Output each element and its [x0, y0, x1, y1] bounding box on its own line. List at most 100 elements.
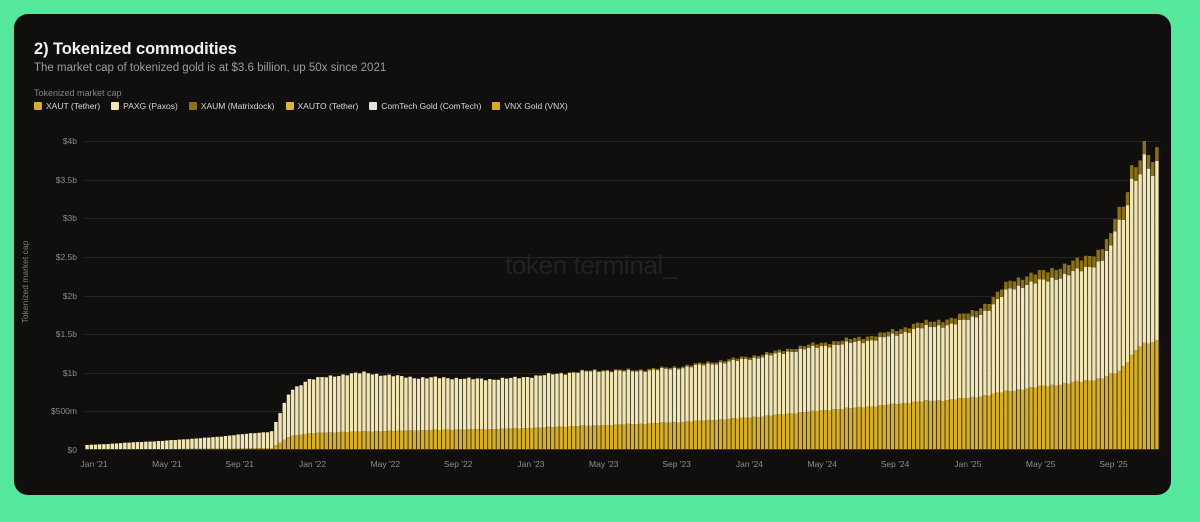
bar-segment[interactable]: [874, 336, 878, 341]
bar-segment[interactable]: [353, 372, 358, 432]
bar-segment[interactable]: [555, 373, 559, 427]
bar-segment[interactable]: [618, 370, 622, 425]
bar-segment[interactable]: [395, 430, 400, 450]
bar-segment[interactable]: [1096, 261, 1100, 379]
bar-segment[interactable]: [236, 434, 240, 449]
bar-segment[interactable]: [215, 436, 219, 449]
bar-segment[interactable]: [1121, 206, 1126, 220]
bar-segment[interactable]: [244, 433, 249, 449]
bar-segment[interactable]: [857, 340, 861, 407]
bar-segment[interactable]: [844, 337, 849, 342]
bar-segment[interactable]: [1088, 380, 1092, 450]
bar-segment[interactable]: [181, 439, 186, 449]
bar-segment[interactable]: [580, 425, 584, 450]
bar-segment[interactable]: [1104, 376, 1109, 450]
bar-segment[interactable]: [840, 408, 844, 450]
bar-segment[interactable]: [941, 322, 945, 328]
bar-segment[interactable]: [1125, 205, 1130, 363]
bar-segment[interactable]: [379, 375, 383, 432]
bar-segment[interactable]: [421, 430, 425, 450]
bar-segment[interactable]: [760, 357, 765, 417]
bar-segment[interactable]: [349, 431, 354, 450]
bar-segment[interactable]: [815, 347, 819, 412]
bar-segment[interactable]: [655, 423, 660, 450]
bar-segment[interactable]: [408, 430, 412, 450]
bar-segment[interactable]: [752, 416, 756, 450]
bar-segment[interactable]: [446, 378, 450, 430]
bar-segment[interactable]: [685, 421, 689, 450]
bar-segment[interactable]: [630, 370, 635, 372]
bar-segment[interactable]: [744, 356, 748, 360]
bar-segment[interactable]: [1130, 165, 1134, 179]
bar-segment[interactable]: [265, 432, 270, 449]
bar-segment[interactable]: [1130, 354, 1134, 450]
bar-segment[interactable]: [966, 398, 970, 450]
bar-segment[interactable]: [173, 439, 177, 449]
bar-segment[interactable]: [874, 340, 878, 407]
bar-segment[interactable]: [580, 370, 584, 426]
bar-segment[interactable]: [609, 372, 614, 426]
bar-segment[interactable]: [685, 364, 689, 367]
bar-segment[interactable]: [370, 431, 375, 450]
bar-segment[interactable]: [962, 313, 966, 320]
bar-segment[interactable]: [387, 430, 391, 450]
bar-segment[interactable]: [848, 339, 853, 343]
bar-segment[interactable]: [1037, 270, 1042, 280]
bar-segment[interactable]: [970, 316, 975, 397]
bar-segment[interactable]: [542, 427, 547, 450]
bar-segment[interactable]: [890, 333, 895, 404]
bar-segment[interactable]: [840, 344, 844, 409]
bar-segment[interactable]: [798, 412, 803, 450]
legend-item-5[interactable]: VNX Gold (VNX): [492, 101, 568, 111]
bar-segment[interactable]: [1083, 266, 1088, 381]
bar-segment[interactable]: [1016, 285, 1021, 390]
bar-segment[interactable]: [773, 350, 777, 354]
bar-segment[interactable]: [248, 433, 253, 449]
bar-segment[interactable]: [458, 379, 463, 430]
bar-segment[interactable]: [488, 379, 492, 430]
bar-segment[interactable]: [978, 314, 983, 397]
bar-segment[interactable]: [391, 376, 396, 431]
bar-segment[interactable]: [295, 386, 299, 435]
bar-segment[interactable]: [1012, 281, 1016, 290]
bar-segment[interactable]: [1138, 174, 1142, 347]
bar-segment[interactable]: [748, 360, 752, 418]
bar-segment[interactable]: [815, 344, 819, 348]
bar-segment[interactable]: [718, 360, 723, 363]
bar-segment[interactable]: [886, 336, 891, 405]
bar-segment[interactable]: [458, 429, 463, 450]
bar-segment[interactable]: [1109, 245, 1113, 374]
bar-segment[interactable]: [748, 357, 752, 361]
bar-segment[interactable]: [337, 376, 341, 433]
bar-segment[interactable]: [932, 400, 937, 450]
bar-segment[interactable]: [1130, 178, 1134, 355]
bar-segment[interactable]: [1121, 366, 1126, 450]
bar-segment[interactable]: [97, 444, 102, 450]
bar-segment[interactable]: [576, 372, 580, 427]
bar-segment[interactable]: [530, 377, 534, 429]
bar-segment[interactable]: [358, 373, 362, 432]
bar-segment[interactable]: [978, 396, 983, 450]
bar-segment[interactable]: [714, 364, 719, 421]
bar-segment[interactable]: [634, 371, 639, 425]
bar-segment[interactable]: [731, 357, 735, 360]
bar-segment[interactable]: [899, 329, 903, 334]
bar-segment[interactable]: [1083, 255, 1088, 267]
bar-segment[interactable]: [609, 425, 614, 450]
bar-segment[interactable]: [924, 324, 928, 401]
bar-segment[interactable]: [836, 344, 840, 410]
bar-segment[interactable]: [601, 370, 605, 372]
bar-segment[interactable]: [991, 304, 996, 394]
bar-segment[interactable]: [1155, 147, 1159, 161]
bar-segment[interactable]: [1029, 272, 1033, 282]
bar-segment[interactable]: [953, 318, 958, 325]
bar-segment[interactable]: [907, 328, 912, 334]
bar-segment[interactable]: [1113, 231, 1117, 374]
bar-segment[interactable]: [651, 368, 656, 370]
bar-segment[interactable]: [1117, 370, 1121, 450]
bar-segment[interactable]: [551, 427, 555, 450]
bar-segment[interactable]: [706, 363, 710, 420]
bar-segment[interactable]: [1109, 233, 1113, 246]
bar-segment[interactable]: [1054, 270, 1058, 280]
bar-segment[interactable]: [794, 413, 798, 450]
